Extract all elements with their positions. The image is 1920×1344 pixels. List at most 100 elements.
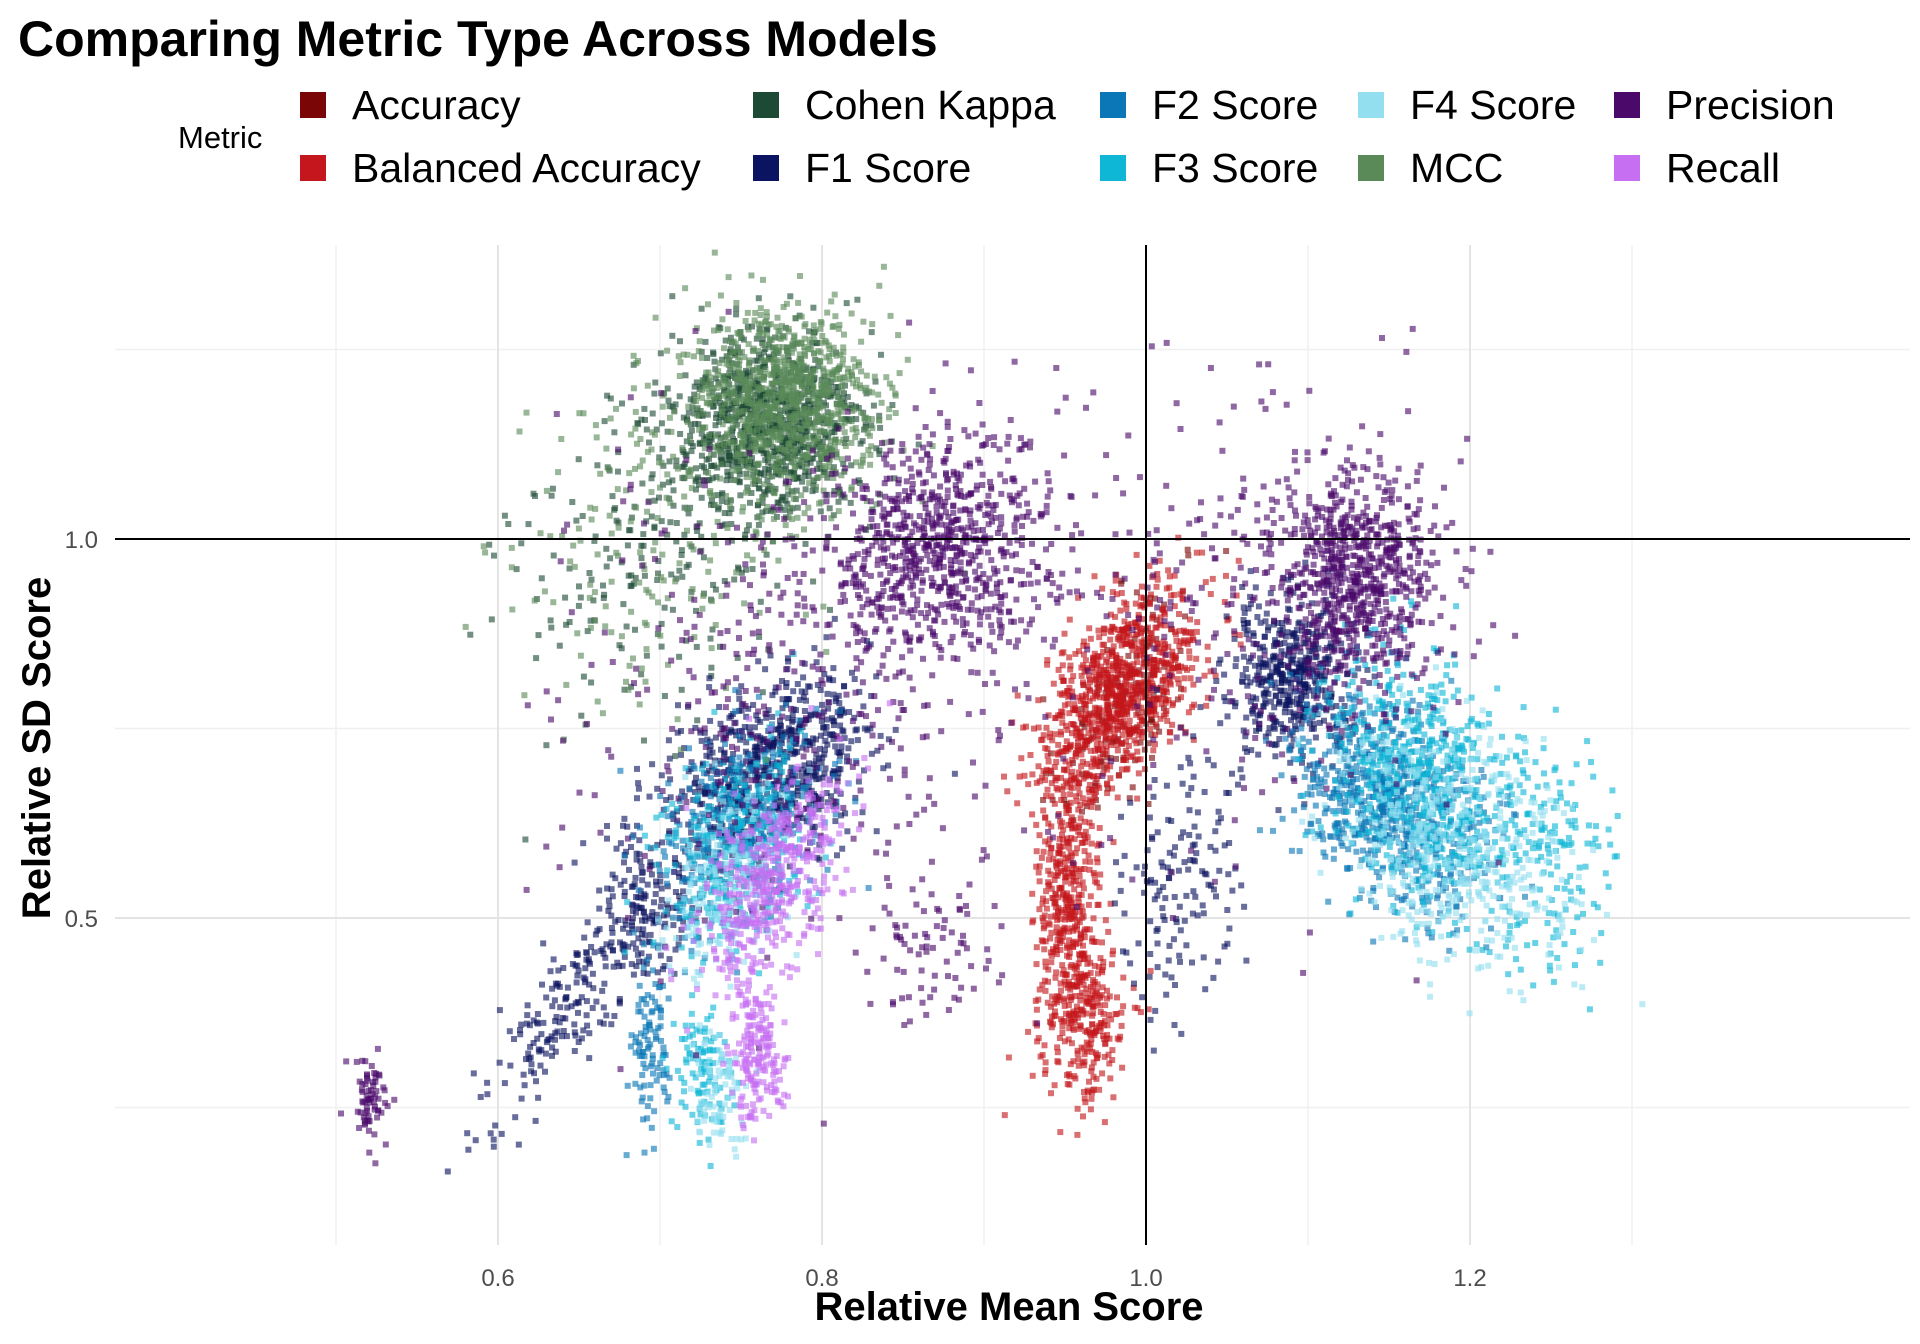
data-point [1253, 695, 1260, 702]
data-point [792, 772, 799, 779]
data-point [1131, 635, 1138, 642]
data-point [1091, 794, 1098, 801]
data-point [640, 1060, 647, 1067]
data-point [819, 701, 825, 708]
series-balanced-accuracy [1001, 534, 1244, 1138]
data-point [605, 907, 612, 914]
data-point [1085, 852, 1092, 859]
data-point [501, 512, 508, 519]
data-point [1104, 718, 1111, 724]
data-point [789, 790, 796, 797]
data-point [1069, 899, 1076, 906]
data-point [1086, 819, 1093, 826]
data-point [1311, 646, 1318, 653]
data-point [1077, 930, 1084, 937]
data-point [703, 846, 710, 853]
data-point [496, 1007, 503, 1014]
data-point [759, 764, 766, 771]
data-point [1087, 1106, 1094, 1113]
data-point [1275, 807, 1282, 814]
data-point [1090, 976, 1096, 983]
data-point [1118, 871, 1125, 878]
data-point [1061, 859, 1068, 866]
data-point [831, 722, 837, 728]
data-point [633, 1034, 639, 1041]
data-point [575, 1009, 581, 1016]
data-point [737, 736, 744, 743]
data-point [830, 677, 837, 684]
data-point [1131, 687, 1138, 694]
data-point [1243, 714, 1250, 721]
data-point [1168, 592, 1175, 599]
data-point [1116, 694, 1123, 701]
data-point [1090, 1059, 1097, 1066]
data-point [843, 300, 850, 307]
data-point [515, 1141, 522, 1148]
data-point [692, 779, 699, 786]
data-point [1316, 719, 1323, 726]
data-point [702, 338, 709, 345]
data-point [580, 840, 587, 847]
data-point [721, 386, 728, 393]
data-point [1242, 745, 1248, 752]
data-point [1288, 698, 1295, 705]
data-point [763, 797, 770, 804]
data-point [1224, 617, 1231, 624]
data-point [784, 500, 791, 507]
data-point [1145, 707, 1152, 714]
data-point [706, 439, 713, 446]
legend-item-recall: Recall [1614, 143, 1780, 193]
data-point [1122, 726, 1129, 733]
data-point [1081, 716, 1088, 723]
data-point [1100, 707, 1106, 714]
data-point [681, 745, 688, 752]
data-point [621, 852, 628, 859]
data-point [1069, 819, 1076, 825]
data-point [1050, 948, 1057, 955]
data-point [1172, 629, 1178, 635]
data-point [641, 1149, 648, 1156]
data-point [676, 915, 683, 922]
data-point [1147, 918, 1154, 925]
data-point [712, 586, 719, 593]
data-point [1078, 751, 1085, 758]
data-point [641, 1033, 648, 1039]
data-point [789, 711, 796, 718]
data-point [794, 788, 801, 794]
data-point [1106, 708, 1113, 714]
data-point [623, 623, 630, 630]
data-point [735, 566, 742, 573]
data-point [608, 925, 615, 931]
data-point [1217, 815, 1224, 822]
data-point [1145, 801, 1152, 807]
data-point [1205, 756, 1212, 763]
data-point [1168, 974, 1175, 981]
data-point [722, 337, 729, 344]
data-point [1065, 870, 1072, 877]
data-point [1121, 699, 1128, 706]
data-point [848, 402, 855, 408]
data-point [669, 477, 676, 484]
data-point [1060, 649, 1067, 656]
data-point [1108, 742, 1114, 748]
data-point [635, 785, 642, 792]
data-point [617, 840, 624, 847]
data-point [1247, 698, 1254, 705]
data-point [1281, 677, 1288, 684]
data-point [745, 808, 752, 815]
data-point [731, 576, 738, 583]
data-point [1161, 673, 1168, 680]
data-point [742, 531, 749, 538]
data-point [704, 740, 711, 747]
data-point [1117, 607, 1124, 614]
data-point [1192, 893, 1199, 900]
data-point [1097, 1020, 1104, 1027]
data-point [1049, 993, 1056, 1000]
data-point [1030, 917, 1037, 924]
data-point [1052, 912, 1059, 919]
data-point [756, 351, 762, 358]
data-point [498, 1130, 505, 1137]
data-point [648, 475, 655, 482]
data-point [801, 741, 808, 748]
data-point [783, 680, 790, 686]
